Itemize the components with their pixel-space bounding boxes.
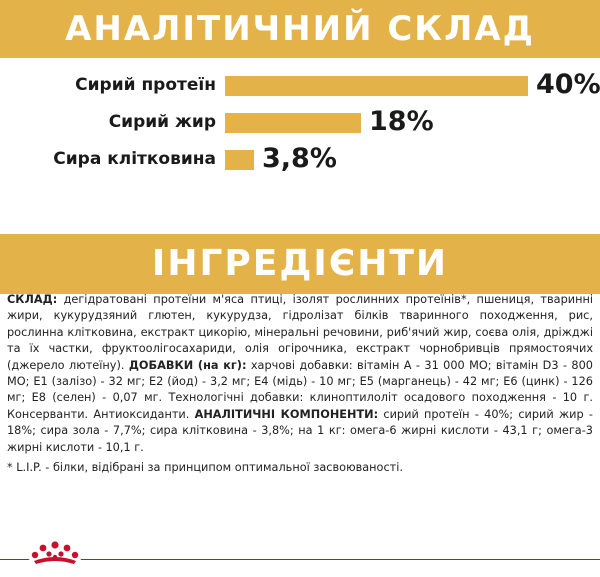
composition-text-block: СКЛАД: дегідратовані протеїни м'яса птиц… [7,292,593,476]
composition-text: дегідратовані протеїни м'яса птиці, ізол… [7,293,593,372]
analysis-row-protein: Сирий протеїн 40% [0,69,600,100]
footer-divider [0,559,600,560]
footnote: * L.I.P. - білки, відібрані за принципом… [7,461,403,475]
additives-label: ДОБАВКИ (на кг): [128,358,247,372]
analysis-title: АНАЛІТИЧНИЙ СКЛАД [65,9,535,49]
analysis-value-protein: 40% [536,69,600,100]
analytical-components-text: сирий протеїн - 40%; сирий жир - 18%; си… [7,407,593,454]
analysis-row-fat: Сирий жир 18% [0,106,600,137]
ingredients-title-banner: ІНГРЕДІЄНТИ [0,234,600,294]
analytical-components-label: АНАЛІТИЧНІ КОМПОНЕНТИ: [194,407,379,421]
analysis-label-protein: Сирий протеїн [75,75,216,95]
analysis-row-fiber: Сира клітковина 3,8% [0,143,600,174]
ingredients-title: ІНГРЕДІЄНТИ [151,243,449,284]
additives-text: харчові добавки: вітамін А - 31 000 МО; … [7,358,593,421]
analysis-label-fiber: Сира клітковина [53,149,216,169]
analysis-bar-protein [225,76,528,96]
royal-canin-crown-icon [27,536,83,570]
analysis-bar-fiber [225,150,254,170]
analysis-value-fat: 18% [369,106,434,137]
analysis-label-fat: Сирий жир [108,112,216,132]
analysis-value-fiber: 3,8% [262,143,337,174]
analysis-bar-fat [225,113,361,133]
analysis-title-banner: АНАЛІТИЧНИЙ СКЛАД [0,0,600,58]
composition-label: СКЛАД: [7,293,58,306]
footer-band [0,563,600,577]
